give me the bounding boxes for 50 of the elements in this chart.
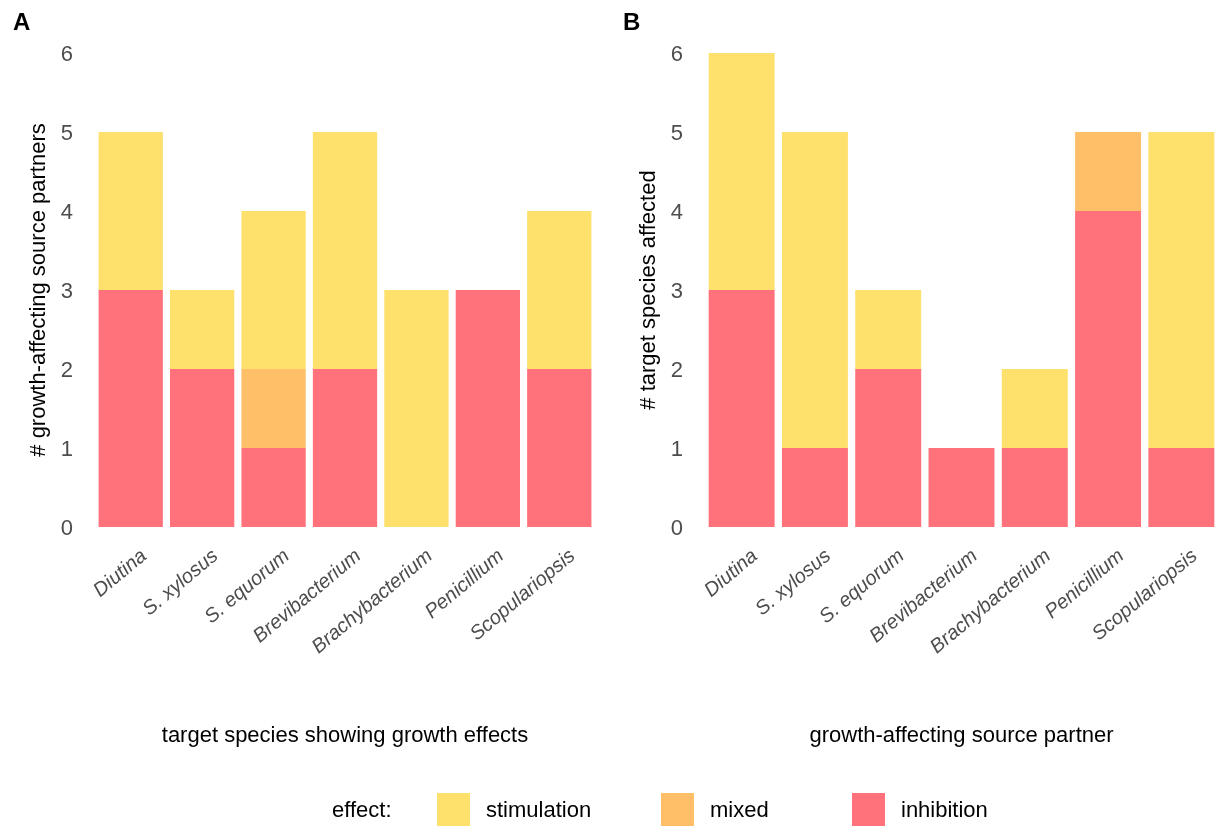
- y-axis-title: # growth-affecting source partners: [25, 123, 50, 457]
- legend-label: stimulation: [486, 797, 592, 822]
- bar: [1001, 448, 1068, 527]
- bar: [312, 369, 378, 527]
- bar: [855, 369, 922, 527]
- y-tick-label: 6: [670, 40, 683, 66]
- y-tick-label: 1: [60, 435, 73, 461]
- legend-label: inhibition: [901, 797, 988, 822]
- y-axis-title: # target species affected: [635, 170, 660, 410]
- bar: [170, 369, 235, 527]
- bar: [781, 132, 848, 448]
- bar: [98, 132, 163, 290]
- legend-label: mixed: [710, 797, 769, 822]
- bar: [708, 53, 775, 290]
- chart-title: A: [13, 8, 31, 35]
- bar: [384, 290, 449, 527]
- x-axis-title: growth-affecting source partner: [809, 722, 1114, 747]
- bar: [855, 290, 922, 369]
- y-tick-label: 4: [60, 198, 73, 224]
- y-tick-label: 5: [670, 119, 683, 145]
- bar: [241, 448, 306, 527]
- bar: [527, 369, 592, 527]
- bar: [1001, 369, 1068, 448]
- bar: [241, 211, 306, 369]
- y-tick-label: 1: [670, 435, 683, 461]
- bar: [928, 448, 995, 527]
- bar: [781, 448, 848, 527]
- y-tick-label: 0: [60, 514, 73, 540]
- bar: [708, 290, 775, 527]
- bar: [1075, 132, 1142, 211]
- x-axis-title: target species showing growth effects: [161, 722, 529, 747]
- legend-title: effect:: [332, 797, 392, 822]
- bar: [1148, 448, 1215, 527]
- bar: [312, 132, 378, 369]
- bar: [1148, 132, 1215, 448]
- bar: [1075, 211, 1142, 527]
- y-tick-label: 3: [60, 277, 73, 303]
- bar: [170, 290, 235, 369]
- bar: [455, 290, 520, 527]
- y-tick-label: 5: [60, 119, 73, 145]
- bar: [527, 211, 592, 369]
- y-tick-label: 2: [60, 356, 73, 382]
- chart-title: B: [623, 8, 641, 35]
- bar: [98, 290, 163, 527]
- y-tick-label: 3: [670, 277, 683, 303]
- bar: [241, 369, 306, 448]
- y-tick-label: 0: [670, 514, 683, 540]
- y-tick-label: 4: [670, 198, 683, 224]
- y-tick-label: 2: [670, 356, 683, 382]
- y-tick-label: 6: [60, 40, 73, 66]
